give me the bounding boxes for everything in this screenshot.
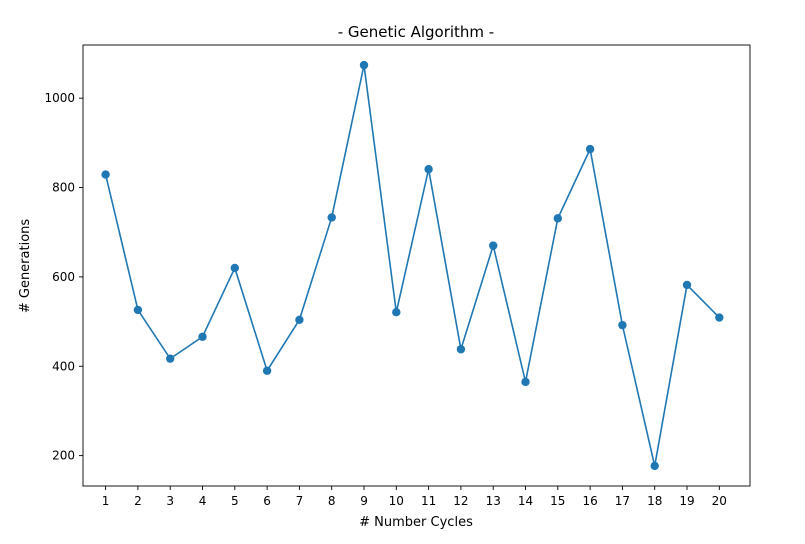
data-point xyxy=(585,144,595,154)
chart-title: - Genetic Algorithm - xyxy=(338,23,494,41)
x-tick-label: 19 xyxy=(679,494,694,508)
data-point xyxy=(456,345,466,354)
x-tick-label: 1 xyxy=(102,494,110,508)
x-tick-label: 18 xyxy=(647,494,662,508)
data-point xyxy=(650,461,659,471)
x-tick-label: 10 xyxy=(389,494,404,508)
y-tick-label: 400 xyxy=(52,359,75,373)
data-point xyxy=(262,366,272,375)
plot-area xyxy=(101,60,724,471)
data-point xyxy=(424,165,433,174)
data-point xyxy=(715,313,724,322)
x-tick-label: 4 xyxy=(199,494,207,508)
data-point xyxy=(166,354,175,363)
x-tick-label: 20 xyxy=(712,494,727,508)
x-tick-label: 12 xyxy=(453,494,468,508)
y-tick-label: 600 xyxy=(52,270,75,284)
x-tick-label: 14 xyxy=(518,494,533,508)
data-point xyxy=(133,305,143,315)
x-tick-label: 3 xyxy=(166,494,174,508)
series-line xyxy=(104,64,720,467)
y-axis-label: # Generations xyxy=(18,219,33,314)
y-tick-label: 200 xyxy=(52,449,75,463)
x-tick-label: 7 xyxy=(296,494,304,508)
data-point xyxy=(521,377,530,387)
data-point xyxy=(327,213,336,222)
data-point xyxy=(295,315,304,324)
y-tick-label: 800 xyxy=(52,181,75,195)
data-point xyxy=(230,263,240,273)
data-point xyxy=(618,320,627,330)
x-tick-label: 17 xyxy=(615,494,630,508)
data-point xyxy=(101,170,110,179)
data-point xyxy=(553,214,563,223)
y-tick-label: 1000 xyxy=(44,91,75,105)
x-tick-label: 8 xyxy=(328,494,336,508)
data-point xyxy=(359,60,369,70)
axes: 1 2 3 4 5 6 7 8 9 10 11 12 13 14 15 16 17 18 19 20200400600… xyxy=(44,44,751,508)
x-tick-label: 15 xyxy=(550,494,565,508)
x-tick-label: 16 xyxy=(582,494,597,508)
x-tick-label: 9 xyxy=(360,494,368,508)
x-tick-label: 6 xyxy=(263,494,271,508)
x-tick-label: 13 xyxy=(486,494,501,508)
axes-frame xyxy=(82,44,751,487)
data-point xyxy=(198,332,207,341)
x-tick-label: 11 xyxy=(421,494,436,508)
data-point xyxy=(489,241,498,250)
x-tick-label: 2 xyxy=(134,494,142,508)
data-point xyxy=(392,307,401,317)
x-axis-label: # Number Cycles xyxy=(359,515,473,530)
data-point xyxy=(682,280,692,290)
x-tick-label: 5 xyxy=(231,494,239,508)
